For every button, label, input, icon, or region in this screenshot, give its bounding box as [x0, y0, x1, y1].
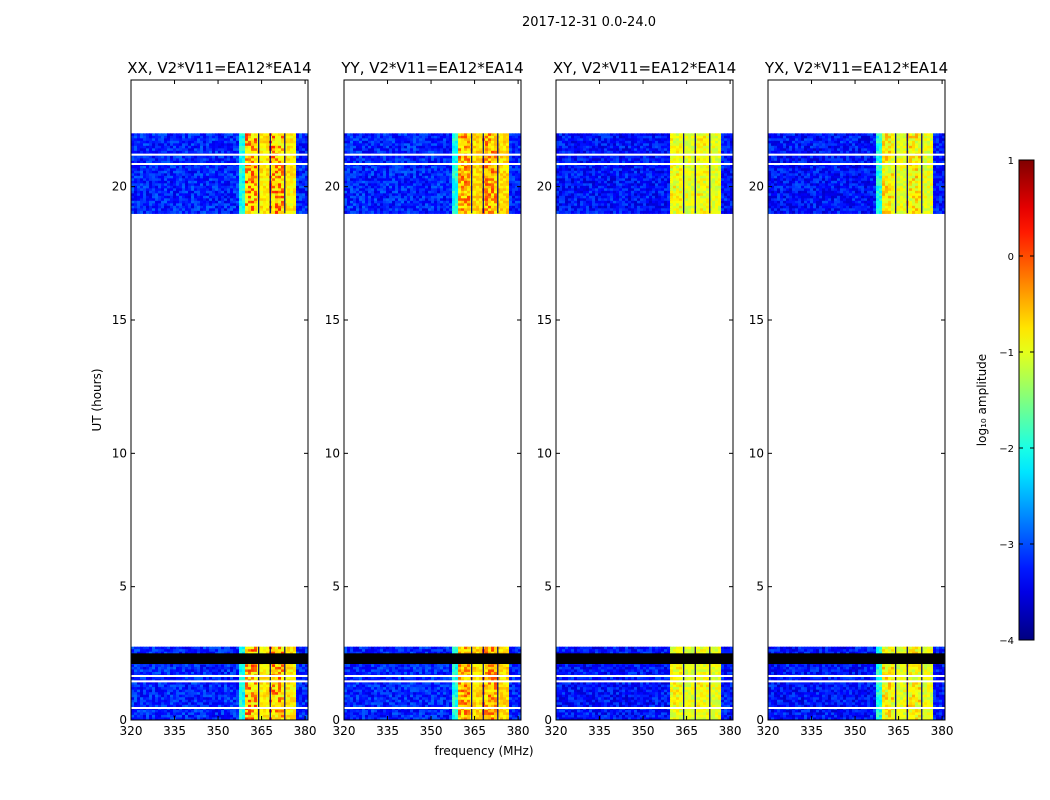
flagged-band — [556, 653, 733, 664]
x-tick-label: 320 — [545, 724, 568, 738]
x-tick-label: 380 — [294, 724, 317, 738]
y-tick-label: 20 — [537, 180, 552, 194]
y-tick-label: 0 — [332, 713, 340, 727]
x-tick-label: 380 — [931, 724, 954, 738]
y-tick-label: 20 — [749, 180, 764, 194]
figure-suptitle: 2017-12-31 0.0-24.0 — [522, 15, 656, 30]
x-tick-label: 365 — [887, 724, 910, 738]
y-tick-label: 5 — [332, 580, 340, 594]
y-tick-label: 20 — [325, 180, 340, 194]
y-tick-label: 15 — [112, 313, 127, 327]
panel-xy: XY, V2*V11=EA12*EA14 320 335 350 365 380 0 5 10 1… — [537, 59, 742, 738]
panel-xx: XX, V2*V11=EA12*EA14 320 335 350 365 380 0 5 10 1… — [112, 59, 317, 738]
panel-frame — [343, 79, 522, 721]
heatmap-image — [131, 133, 308, 720]
y-tick-label: 5 — [119, 580, 127, 594]
x-tick-label: 320 — [120, 724, 143, 738]
x-tick-label: 350 — [632, 724, 655, 738]
y-tick-label: 0 — [544, 713, 552, 727]
y-tick-label: 0 — [119, 713, 127, 727]
y-tick-label: 15 — [537, 313, 552, 327]
y-tick-label: 20 — [112, 180, 127, 194]
flagged-band — [344, 653, 521, 664]
panel-yy: YY, V2*V11=EA12*EA14 320 335 350 365 380 0 5 10 1… — [325, 59, 530, 738]
panel-frame — [555, 79, 734, 721]
y-tick-label: 10 — [325, 446, 340, 460]
y-tick-label: 0 — [756, 713, 764, 727]
x-tick-label: 320 — [333, 724, 356, 738]
colorbar-label: log₁₀ amplitude — [975, 354, 989, 446]
x-tick-label: 335 — [376, 724, 399, 738]
x-tick-label: 365 — [250, 724, 273, 738]
heatmap-image — [556, 133, 733, 720]
colorbar: 1 0 −1 −2 −3 −4 log₁₀ amplitude — [975, 156, 1035, 647]
y-tick-label: 15 — [749, 313, 764, 327]
x-tick-label: 335 — [800, 724, 823, 738]
panel-title: XY, V2*V11=EA12*EA14 — [553, 59, 736, 77]
panel-yx: YX, V2*V11=EA12*EA14 320 335 350 365 380 0 5 10 1… — [749, 59, 954, 738]
y-axis-label: UT (hours) — [90, 368, 104, 431]
colorbar-tick-label: −2 — [999, 444, 1014, 455]
colorbar-tick-label: −4 — [999, 636, 1014, 647]
x-tick-label: 335 — [163, 724, 186, 738]
colorbar-tick-label: −3 — [999, 540, 1014, 551]
x-tick-label: 335 — [588, 724, 611, 738]
x-tick-label: 365 — [675, 724, 698, 738]
colorbar-tick-label: 0 — [1008, 252, 1014, 263]
x-tick-label: 380 — [719, 724, 742, 738]
y-tick-label: 5 — [756, 580, 764, 594]
x-tick-label: 350 — [420, 724, 443, 738]
x-tick-label: 350 — [207, 724, 230, 738]
y-tick-label: 10 — [537, 446, 552, 460]
y-tick-label: 10 — [749, 446, 764, 460]
y-tick-label: 15 — [325, 313, 340, 327]
x-tick-label: 320 — [757, 724, 780, 738]
colorbar-gradient — [1018, 159, 1035, 641]
panel-title: YY, V2*V11=EA12*EA14 — [340, 59, 523, 77]
panel-title: XX, V2*V11=EA12*EA14 — [127, 59, 311, 77]
x-tick-label: 365 — [463, 724, 486, 738]
y-tick-label: 10 — [112, 446, 127, 460]
x-tick-label: 350 — [844, 724, 867, 738]
panels-group: XX, V2*V11=EA12*EA14 320 335 350 365 380 0 5 10 1… — [112, 59, 954, 738]
colorbar-tick-label: −1 — [999, 348, 1014, 359]
x-axis-label: frequency (MHz) — [434, 744, 533, 758]
flagged-band — [768, 653, 945, 664]
flagged-band — [131, 653, 308, 664]
y-tick-label: 5 — [544, 580, 552, 594]
panel-title: YX, V2*V11=EA12*EA14 — [764, 59, 948, 77]
panel-frame — [130, 79, 309, 721]
colorbar-tick-label: 1 — [1008, 156, 1014, 167]
heatmap-image — [344, 133, 521, 720]
panel-frame — [767, 79, 946, 721]
x-tick-label: 380 — [507, 724, 530, 738]
heatmap-image — [768, 133, 945, 720]
